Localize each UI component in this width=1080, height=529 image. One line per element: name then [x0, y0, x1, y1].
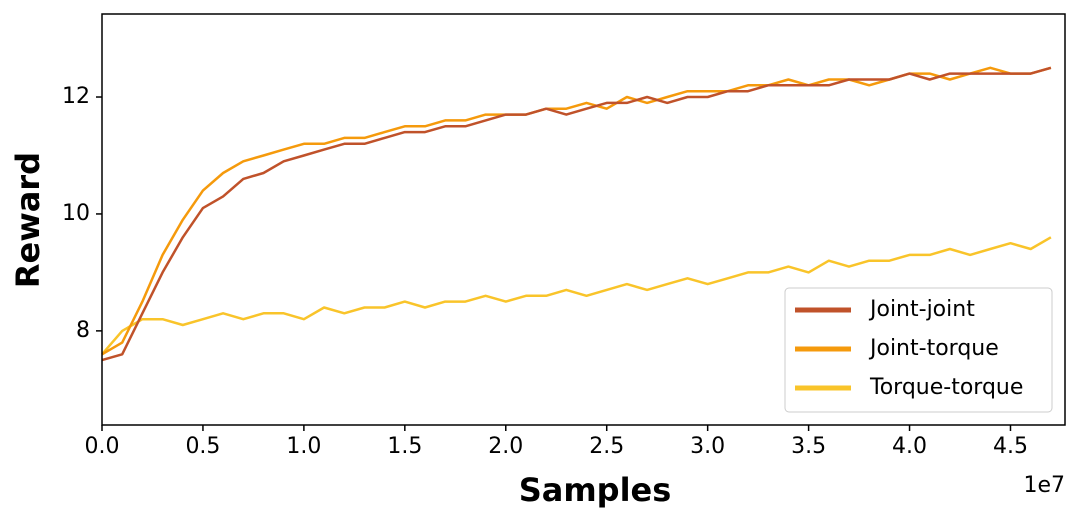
y-tick-label: 10 — [62, 201, 90, 226]
series-line — [101, 66, 1052, 362]
x-tick-label: 4.5 — [993, 434, 1028, 459]
legend-box — [784, 287, 1053, 413]
plot-frame — [101, 13, 1066, 426]
y-tick-label: 12 — [62, 84, 90, 109]
series-line — [101, 236, 1052, 356]
x-tick-label: 2.5 — [589, 434, 624, 459]
x-tick-label: 0.0 — [85, 434, 120, 459]
legend-label: Torque-torque — [869, 375, 1023, 400]
x-tick-label: 3.5 — [791, 434, 826, 459]
x-scale-label: 1e7 — [1023, 473, 1065, 498]
x-tick-label: 1.0 — [286, 434, 321, 459]
y-tick-label: 8 — [76, 318, 90, 343]
legend-label: Joint-joint — [868, 297, 975, 322]
x-tick-label: 2.0 — [488, 434, 523, 459]
y-axis-label: Reward — [9, 152, 47, 288]
x-tick-label: 3.0 — [690, 434, 725, 459]
legend-label: Joint-torque — [868, 336, 999, 361]
x-tick-label: 4.0 — [892, 434, 927, 459]
x-tick-label: 1.5 — [387, 434, 422, 459]
legend: Joint-joint Joint-torque Torque-torque — [784, 287, 1053, 413]
x-axis-label: Samples — [519, 471, 672, 509]
x-tick-label: 0.5 — [185, 434, 220, 459]
